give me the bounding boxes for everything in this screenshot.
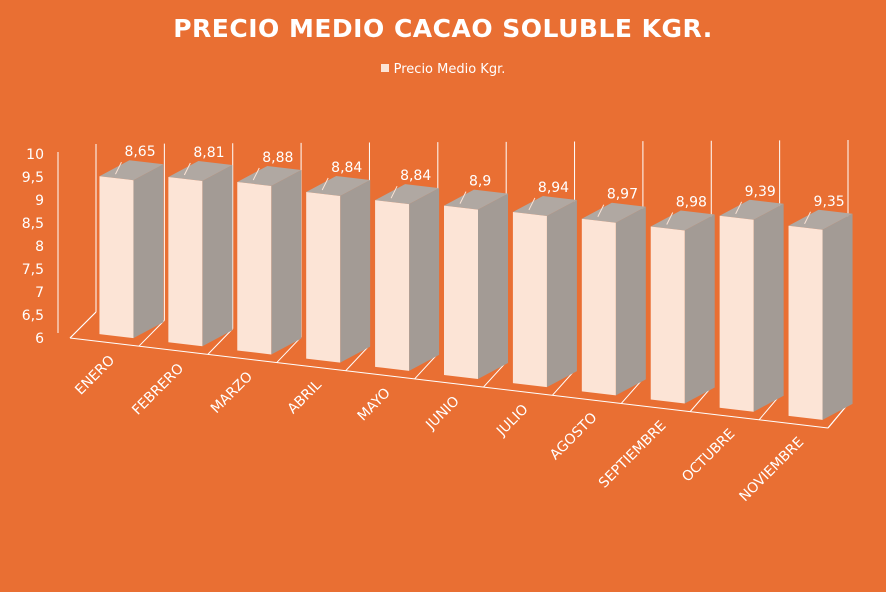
bar-top xyxy=(444,189,508,210)
x-tick-label: AGOSTO xyxy=(547,410,601,464)
bar xyxy=(237,181,272,355)
bar xyxy=(168,177,203,347)
bar-side xyxy=(478,193,508,379)
bar-side xyxy=(615,206,646,396)
bar xyxy=(444,205,478,379)
bar-side xyxy=(133,164,164,339)
bar-side xyxy=(340,179,371,363)
bar-side xyxy=(409,188,440,371)
data-label: 8,84 xyxy=(331,160,362,176)
data-label: 9,35 xyxy=(814,194,845,210)
x-tick-label: ENERO xyxy=(72,352,118,398)
floor-divider xyxy=(620,378,644,404)
y-tick-label: 7 xyxy=(35,285,44,301)
x-tick-label: MARZO xyxy=(208,369,256,417)
data-label: 8,81 xyxy=(193,145,224,161)
x-tick-label: JULIO xyxy=(493,402,531,440)
y-tick-label: 8 xyxy=(35,239,44,255)
x-tick-label: MAYO xyxy=(355,385,394,424)
bar-side xyxy=(753,203,784,412)
bar-side xyxy=(202,165,233,347)
y-tick-label: 7,5 xyxy=(22,262,44,278)
data-label: 8,9 xyxy=(469,174,491,190)
legend: Precio Medio Kgr. xyxy=(0,62,886,77)
y-tick-label: 6 xyxy=(35,331,44,347)
y-tick-label: 6,5 xyxy=(22,308,44,324)
y-tick-label: 10 xyxy=(26,147,44,163)
y-tick-label: 8,5 xyxy=(22,216,44,232)
legend-swatch xyxy=(380,64,389,72)
data-label: 8,94 xyxy=(538,180,569,196)
data-label-leader xyxy=(390,185,398,199)
floor-divider xyxy=(276,336,302,363)
bar xyxy=(581,218,616,396)
bar-top xyxy=(788,209,853,230)
data-label-leader xyxy=(528,197,536,211)
data-label: 9,39 xyxy=(745,184,776,200)
x-tick-label: FEBRERO xyxy=(129,361,187,419)
bar-side xyxy=(546,199,577,388)
floor-divider xyxy=(414,353,439,380)
data-label-leader xyxy=(183,162,191,176)
bar xyxy=(719,215,754,412)
data-label-leader xyxy=(252,167,260,181)
chart-title: PRECIO MEDIO CACAO SOLUBLE KGR. xyxy=(173,14,713,43)
data-label-leader xyxy=(115,161,122,175)
x-tick-label: ABRIL xyxy=(285,377,325,417)
data-label: 8,98 xyxy=(676,194,707,210)
data-label-leader xyxy=(597,204,605,217)
x-tick-label: OCTUBRE xyxy=(679,426,738,485)
floor-divider xyxy=(689,386,712,412)
bar xyxy=(306,191,341,363)
floor-front-edge xyxy=(69,337,829,429)
floor-divider xyxy=(69,311,97,339)
floor-divider xyxy=(551,370,575,396)
data-label-leader xyxy=(459,191,467,204)
data-label: 8,84 xyxy=(400,168,431,184)
bar-top xyxy=(512,195,577,216)
bar-side xyxy=(271,169,302,355)
x-tick-label: NOVIEMBRE xyxy=(737,434,808,505)
data-label: 8,88 xyxy=(262,150,293,166)
bar xyxy=(99,176,134,339)
x-tick-label: JUNIO xyxy=(422,393,462,433)
bar-top xyxy=(719,199,784,220)
bar-top xyxy=(650,210,715,231)
bar-top xyxy=(306,175,371,196)
floor-divider xyxy=(138,320,165,347)
data-label: 8,97 xyxy=(607,187,638,203)
y-tick-label: 9,5 xyxy=(22,170,44,186)
data-label-leader xyxy=(735,201,743,215)
x-tick-label: SEPTIEMBRE xyxy=(596,418,670,492)
floor-divider xyxy=(345,345,370,372)
data-label-leader xyxy=(321,177,329,191)
bar xyxy=(375,200,410,371)
bar xyxy=(512,211,547,388)
legend-label: Precio Medio Kgr. xyxy=(393,62,506,77)
data-label-leader xyxy=(666,212,674,225)
bar xyxy=(650,226,685,404)
data-label-leader xyxy=(804,211,811,225)
bar-top xyxy=(168,161,233,182)
y-tick-label: 9 xyxy=(35,193,44,209)
bar-top xyxy=(581,202,646,223)
floor-divider xyxy=(483,361,507,388)
data-label: 8,65 xyxy=(124,144,155,160)
floor-divider xyxy=(207,328,234,355)
bar-top xyxy=(99,160,164,181)
bar-side xyxy=(684,214,715,404)
bar-top xyxy=(237,165,302,186)
bar-top xyxy=(375,184,440,205)
bar xyxy=(788,225,823,420)
bar-side xyxy=(822,213,853,420)
